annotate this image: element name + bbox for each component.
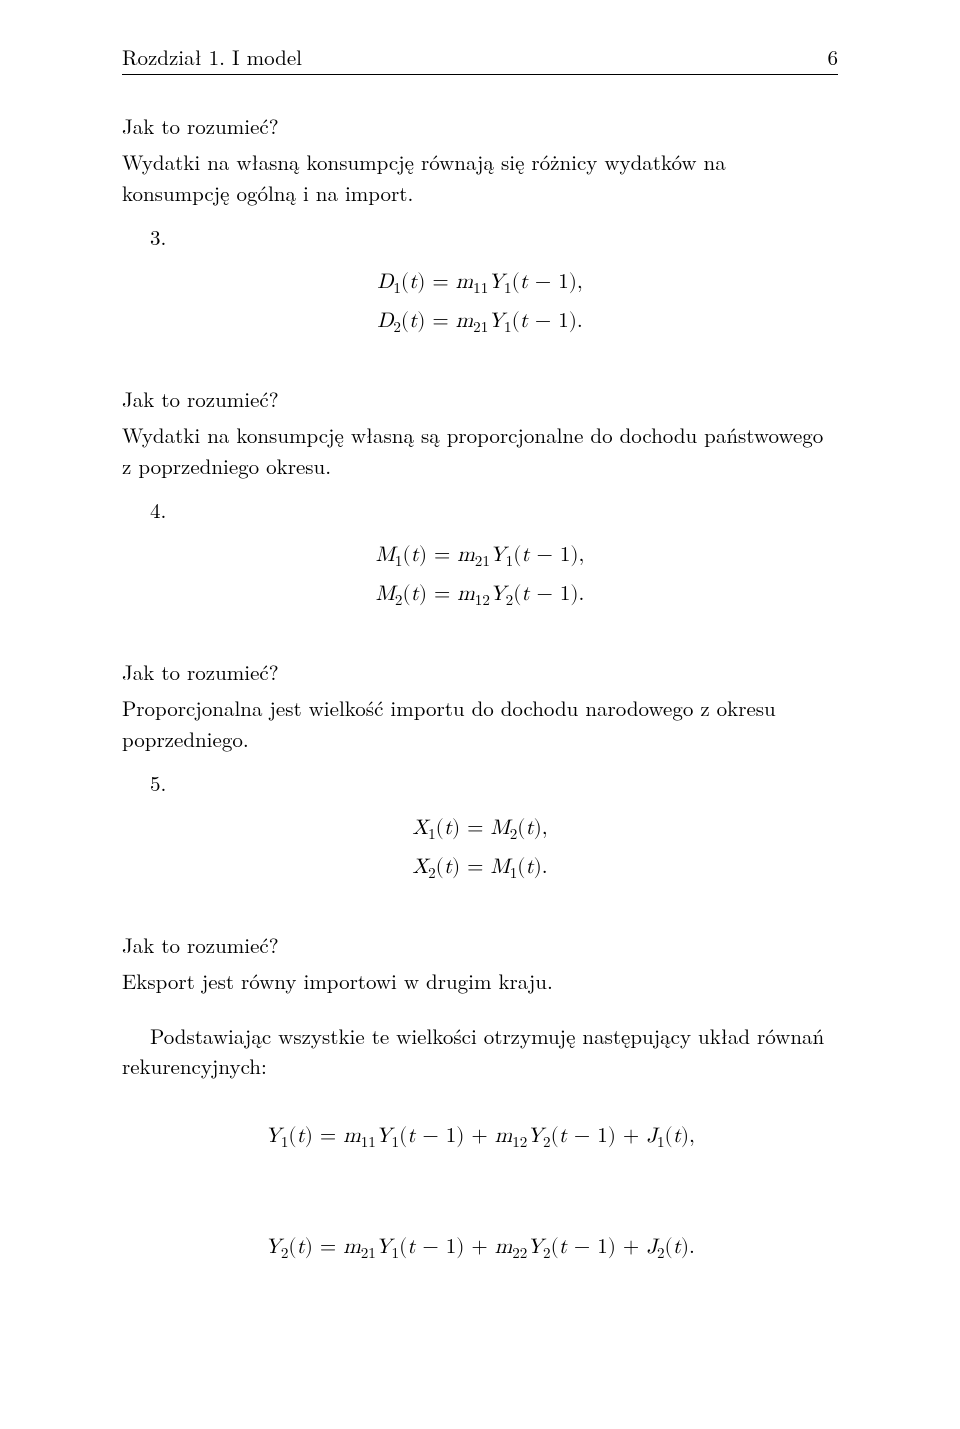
final-equation-1: Y1(t) = m11Y1(t − 1) + m12Y2(t − 1) + J1… [122,1118,838,1157]
question-3: Jak to rozumieć? [122,657,838,687]
equation-5-2: X2(t) = M1(t). [122,849,838,888]
equation-3-2: D2(t) = m21Y1(t − 1). [122,303,838,342]
answer-1: Wydatki na własną konsumpcję równają się… [122,147,838,208]
item-5-number: 5. [122,768,838,798]
header-page-number: 6 [828,42,839,72]
question-1: Jak to rozumieć? [122,111,838,141]
equation-3-1: D1(t) = m11Y1(t − 1), [122,264,838,303]
equation-4-1: M1(t) = m21Y1(t − 1), [122,537,838,576]
question-2: Jak to rozumieć? [122,384,838,414]
question-4: Jak to rozumieć? [122,930,838,960]
equation-block-3: D1(t) = m11Y1(t − 1), D2(t) = m21Y1(t − … [122,264,838,342]
equation-block-5: X1(t) = M2(t), X2(t) = M1(t). [122,810,838,888]
page: Rozdział 1. I model 6 Jak to rozumieć? W… [0,0,960,1429]
header-left: Rozdział 1. I model [122,42,302,72]
final-equation-2: Y2(t) = m21Y1(t − 1) + m22Y2(t − 1) + J2… [122,1229,838,1268]
running-header: Rozdział 1. I model 6 [122,42,838,75]
final-eq-2: Y2(t) = m21Y1(t − 1) + m22Y2(t − 1) + J2… [122,1229,838,1268]
final-eq-1: Y1(t) = m11Y1(t − 1) + m12Y2(t − 1) + J1… [122,1118,838,1157]
equation-block-4: M1(t) = m21Y1(t − 1), M2(t) = m12Y2(t − … [122,537,838,615]
item-4-number: 4. [122,495,838,525]
item-3-number: 3. [122,222,838,252]
equation-4-2: M2(t) = m12Y2(t − 1). [122,576,838,615]
conclusion-text: Podstawiając wszystkie te wielkości otrz… [122,1021,838,1082]
answer-4: Eksport jest równy importowi w drugim kr… [122,966,838,996]
answer-3: Proporcjonalna jest wielkość importu do … [122,693,838,754]
equation-5-1: X1(t) = M2(t), [122,810,838,849]
answer-2: Wydatki na konsumpcję własną są proporcj… [122,420,838,481]
